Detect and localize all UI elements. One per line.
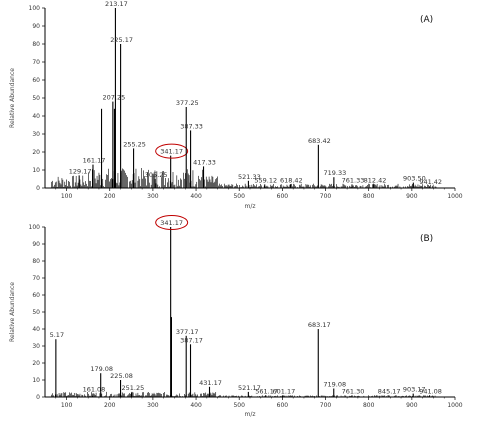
y-tick-label: 100 bbox=[29, 5, 41, 12]
x-tick-label: 400 bbox=[190, 193, 202, 200]
spectrum-panel-b: 0 10 20 30 40 50 60 70 80 90 100 100 200 300 400 500 600… bbox=[9, 215, 463, 418]
y-tick-label: 60 bbox=[32, 77, 40, 84]
y-tick-label: 80 bbox=[32, 41, 40, 48]
x-tick-label: 200 bbox=[104, 193, 116, 200]
x-axis-label: m/z bbox=[244, 411, 255, 418]
x-tick-label: 100 bbox=[61, 402, 73, 409]
x-tick-label: 100 bbox=[61, 193, 73, 200]
x-tick-label: 500 bbox=[233, 402, 245, 409]
peak-label: 377.17 bbox=[176, 328, 199, 336]
peak-label: 903.17 bbox=[403, 386, 426, 394]
x-tick-label: 300 bbox=[147, 193, 159, 200]
peak-label: 207.25 bbox=[102, 94, 125, 102]
peak-label: 521.33 bbox=[238, 173, 261, 181]
peak-label: 225.08 bbox=[110, 372, 133, 380]
x-tick-label: 700 bbox=[320, 402, 332, 409]
peak-label: 341.17 bbox=[160, 219, 183, 227]
peak-label: 387.17 bbox=[180, 336, 203, 344]
y-tick-label: 70 bbox=[32, 275, 40, 282]
peak-label: 387.33 bbox=[180, 122, 203, 130]
peak-label: 812.42 bbox=[364, 176, 387, 184]
y-tick-label: 100 bbox=[29, 224, 41, 231]
x-tick-label: 900 bbox=[406, 193, 418, 200]
y-tick-label: 0 bbox=[36, 394, 40, 401]
y-tick-label: 70 bbox=[32, 59, 40, 66]
x-tick-label: 500 bbox=[233, 193, 245, 200]
x-tick-label: 200 bbox=[104, 402, 116, 409]
peak-label: 719.33 bbox=[323, 169, 346, 177]
y-tick-label: 30 bbox=[32, 131, 40, 138]
peak-label: 761.30 bbox=[342, 387, 365, 395]
panel-label: (B) bbox=[420, 234, 433, 244]
peak-label: 761.33 bbox=[342, 176, 365, 184]
y-tick-label: 20 bbox=[32, 149, 40, 156]
x-tick-label: 1000 bbox=[447, 402, 462, 409]
peak-label: 129.17 bbox=[69, 167, 92, 175]
peak-label: 255.25 bbox=[123, 140, 146, 148]
peak-label: 683.17 bbox=[308, 321, 331, 329]
y-tick-label: 0 bbox=[36, 185, 40, 192]
peak-label: 377.25 bbox=[176, 99, 199, 107]
y-tick-label: 40 bbox=[32, 113, 40, 120]
y-tick-label: 90 bbox=[32, 241, 40, 248]
peak-label: 417.33 bbox=[193, 158, 216, 166]
y-tick-label: 90 bbox=[32, 23, 40, 30]
peak-label: 521.17 bbox=[238, 384, 261, 392]
y-tick-label: 80 bbox=[32, 258, 40, 265]
highlight-circle bbox=[155, 215, 189, 230]
y-tick-label: 20 bbox=[32, 360, 40, 367]
peak-label: 683.42 bbox=[308, 137, 331, 145]
peak-label: 225.17 bbox=[110, 36, 133, 44]
peak-label: 941.08 bbox=[419, 387, 442, 395]
y-tick-label: 30 bbox=[32, 343, 40, 350]
highlight-circle bbox=[155, 143, 189, 159]
panel-label: (A) bbox=[420, 15, 433, 25]
peak-label: 561.17 bbox=[255, 387, 278, 395]
x-tick-label: 600 bbox=[277, 193, 289, 200]
x-tick-label: 300 bbox=[147, 402, 159, 409]
peak-label: 251.25 bbox=[121, 384, 144, 392]
x-axis-label: m/z bbox=[244, 203, 255, 210]
x-tick-label: 900 bbox=[406, 402, 418, 409]
peak-label: 601.17 bbox=[272, 387, 295, 395]
peak-label: 179.08 bbox=[90, 365, 113, 373]
x-tick-label: 700 bbox=[320, 193, 332, 200]
y-tick-label: 40 bbox=[32, 326, 40, 333]
y-tick-label: 50 bbox=[32, 309, 40, 316]
y-tick-label: 60 bbox=[32, 292, 40, 299]
peak-label: 941.42 bbox=[419, 178, 442, 186]
y-tick-label: 10 bbox=[32, 377, 40, 384]
peak-label: 305.25 bbox=[145, 171, 168, 179]
peak-label: 903.50 bbox=[403, 175, 426, 183]
peak-label: 161.17 bbox=[83, 157, 106, 165]
x-tick-label: 400 bbox=[190, 402, 202, 409]
peak-label: 559.12 bbox=[254, 176, 277, 184]
x-tick-label: 800 bbox=[363, 193, 375, 200]
y-axis-label: Relative Abundance bbox=[9, 68, 16, 128]
y-tick-label: 10 bbox=[32, 167, 40, 174]
peak-label: 341.17 bbox=[160, 148, 183, 156]
x-tick-label: 600 bbox=[277, 402, 289, 409]
y-axis-label: Relative Abundance bbox=[9, 282, 16, 342]
x-tick-label: 800 bbox=[363, 402, 375, 409]
y-tick-label: 50 bbox=[32, 95, 40, 102]
peak-label: 161.08 bbox=[83, 386, 106, 394]
peak-label: 213.17 bbox=[105, 0, 128, 8]
peak-label: 5.17 bbox=[50, 331, 64, 339]
peak-label: 618.42 bbox=[280, 176, 303, 184]
spectrum-panel-a: 0 10 20 30 40 50 60 70 80 90 100 100 200 300 400 500 600… bbox=[9, 0, 463, 210]
peak-label: 845.17 bbox=[378, 387, 401, 395]
peak-label: 431.17 bbox=[199, 379, 222, 387]
x-tick-label: 1000 bbox=[447, 193, 462, 200]
peak-label: 719.08 bbox=[323, 381, 346, 389]
